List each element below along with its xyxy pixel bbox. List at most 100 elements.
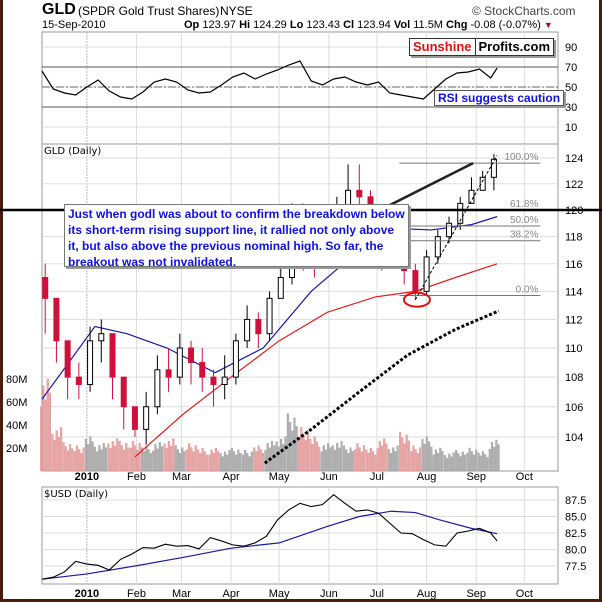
volume-bar xyxy=(261,453,265,472)
fib-label: 38.2% xyxy=(510,230,538,241)
volume-bar xyxy=(367,453,370,472)
volume-bar xyxy=(295,426,298,472)
volume-bar xyxy=(275,441,278,472)
volume-bar xyxy=(40,406,43,472)
volume-bar xyxy=(450,456,453,472)
volume-bar xyxy=(495,439,498,472)
volume-bar xyxy=(432,454,435,472)
volume-bar xyxy=(44,399,47,472)
volume-tick-label: 40M xyxy=(6,420,27,432)
volume-bar xyxy=(244,450,247,472)
vol-value: 11.5M xyxy=(413,19,443,31)
volume-bar xyxy=(185,449,188,472)
volume-bar xyxy=(57,436,60,472)
price-tick-label: 108 xyxy=(565,372,583,384)
volume-bar xyxy=(48,392,51,472)
volume-bar xyxy=(351,451,354,472)
volume-bar xyxy=(490,442,494,472)
volume-bar xyxy=(423,444,426,472)
volume-bar xyxy=(331,445,334,472)
symbol: GLD xyxy=(42,1,76,18)
hi-value: 124.29 xyxy=(253,19,287,31)
volume-bar xyxy=(129,447,132,472)
usd-tick-label: 87.5 xyxy=(565,495,586,507)
candle-body xyxy=(412,270,419,292)
volume-bar xyxy=(394,451,397,472)
volume-bar xyxy=(452,452,455,472)
x-tick-label: Mar xyxy=(172,588,191,600)
volume-bar xyxy=(358,447,361,472)
down-arrow-icon: ▼ xyxy=(543,20,553,30)
volume-tick-label: 60M xyxy=(6,397,27,409)
candle-body xyxy=(176,347,183,378)
volume-bar xyxy=(176,449,179,472)
cl-value: 123.94 xyxy=(357,19,391,31)
lo-label: Lo xyxy=(289,19,304,31)
volume-bar xyxy=(493,446,496,472)
volume-bar xyxy=(226,454,229,472)
volume-bar xyxy=(118,440,121,472)
volume-bar xyxy=(73,451,76,472)
volume-bar xyxy=(403,443,406,472)
volume-bar xyxy=(329,447,332,472)
volume-bar xyxy=(419,447,422,472)
sunshine-profits-logo: Sunshine Profits.com xyxy=(409,38,555,56)
volume-bar xyxy=(470,451,473,472)
volume-bar xyxy=(318,446,321,472)
volume-bar xyxy=(141,447,144,472)
volume-bar xyxy=(311,444,314,472)
volume-bar xyxy=(259,449,262,472)
volume-bar xyxy=(55,430,58,472)
volume-bar xyxy=(134,445,137,472)
volume-bar xyxy=(87,444,90,472)
volume-bar xyxy=(214,447,218,472)
volume-bar xyxy=(302,433,305,472)
volume-bar xyxy=(365,449,368,472)
volume-bar xyxy=(472,454,476,472)
logo-part1: Sunshine xyxy=(410,39,476,55)
candle-body xyxy=(255,318,262,335)
volume-bar xyxy=(387,449,390,472)
price-tick-label: 124 xyxy=(565,153,583,165)
volume-bar xyxy=(414,449,417,472)
copyright[interactable]: © StockCharts.com xyxy=(472,4,576,18)
volume-bar xyxy=(172,438,175,472)
x-tick-label: Jul xyxy=(370,588,384,600)
candle-body xyxy=(277,277,284,299)
volume-bar xyxy=(46,378,49,472)
volume-bar xyxy=(385,443,388,472)
volume-bar xyxy=(282,444,285,472)
volume-bar xyxy=(113,445,117,472)
volume-bar xyxy=(356,443,359,472)
volume-bar xyxy=(336,443,339,472)
volume-bar xyxy=(197,449,200,472)
volume-bar xyxy=(284,436,287,472)
candle-body xyxy=(446,222,453,238)
volume-bar xyxy=(376,448,379,472)
x-tick-label: May xyxy=(269,588,290,600)
volume-bar xyxy=(217,451,220,472)
price-tick-label: 106 xyxy=(565,402,583,414)
volume-bar xyxy=(221,456,224,472)
candle-body xyxy=(87,340,94,385)
volume-bar xyxy=(421,438,424,472)
x-tick-label: Aug xyxy=(417,471,437,483)
volume-bar xyxy=(66,450,69,472)
volume-bar xyxy=(62,442,65,472)
volume-bar xyxy=(84,438,88,472)
volume-bar xyxy=(102,443,105,472)
x-tick-label: Jul xyxy=(370,471,384,483)
volume-bar xyxy=(147,449,150,472)
candle-body xyxy=(457,202,464,224)
volume-bar xyxy=(127,447,130,472)
volume-bar xyxy=(219,453,222,472)
volume-bar xyxy=(71,448,74,472)
volume-bar xyxy=(190,447,193,472)
volume-bar xyxy=(69,444,72,472)
volume-bar xyxy=(98,445,101,472)
volume-bar xyxy=(120,445,123,472)
volume-bar xyxy=(78,449,81,472)
volume-bar xyxy=(300,427,303,472)
volume-bar xyxy=(466,453,469,472)
quote-line: Op 123.97 Hi 124.29 Lo 123.43 Cl 123.94 … xyxy=(184,19,553,31)
